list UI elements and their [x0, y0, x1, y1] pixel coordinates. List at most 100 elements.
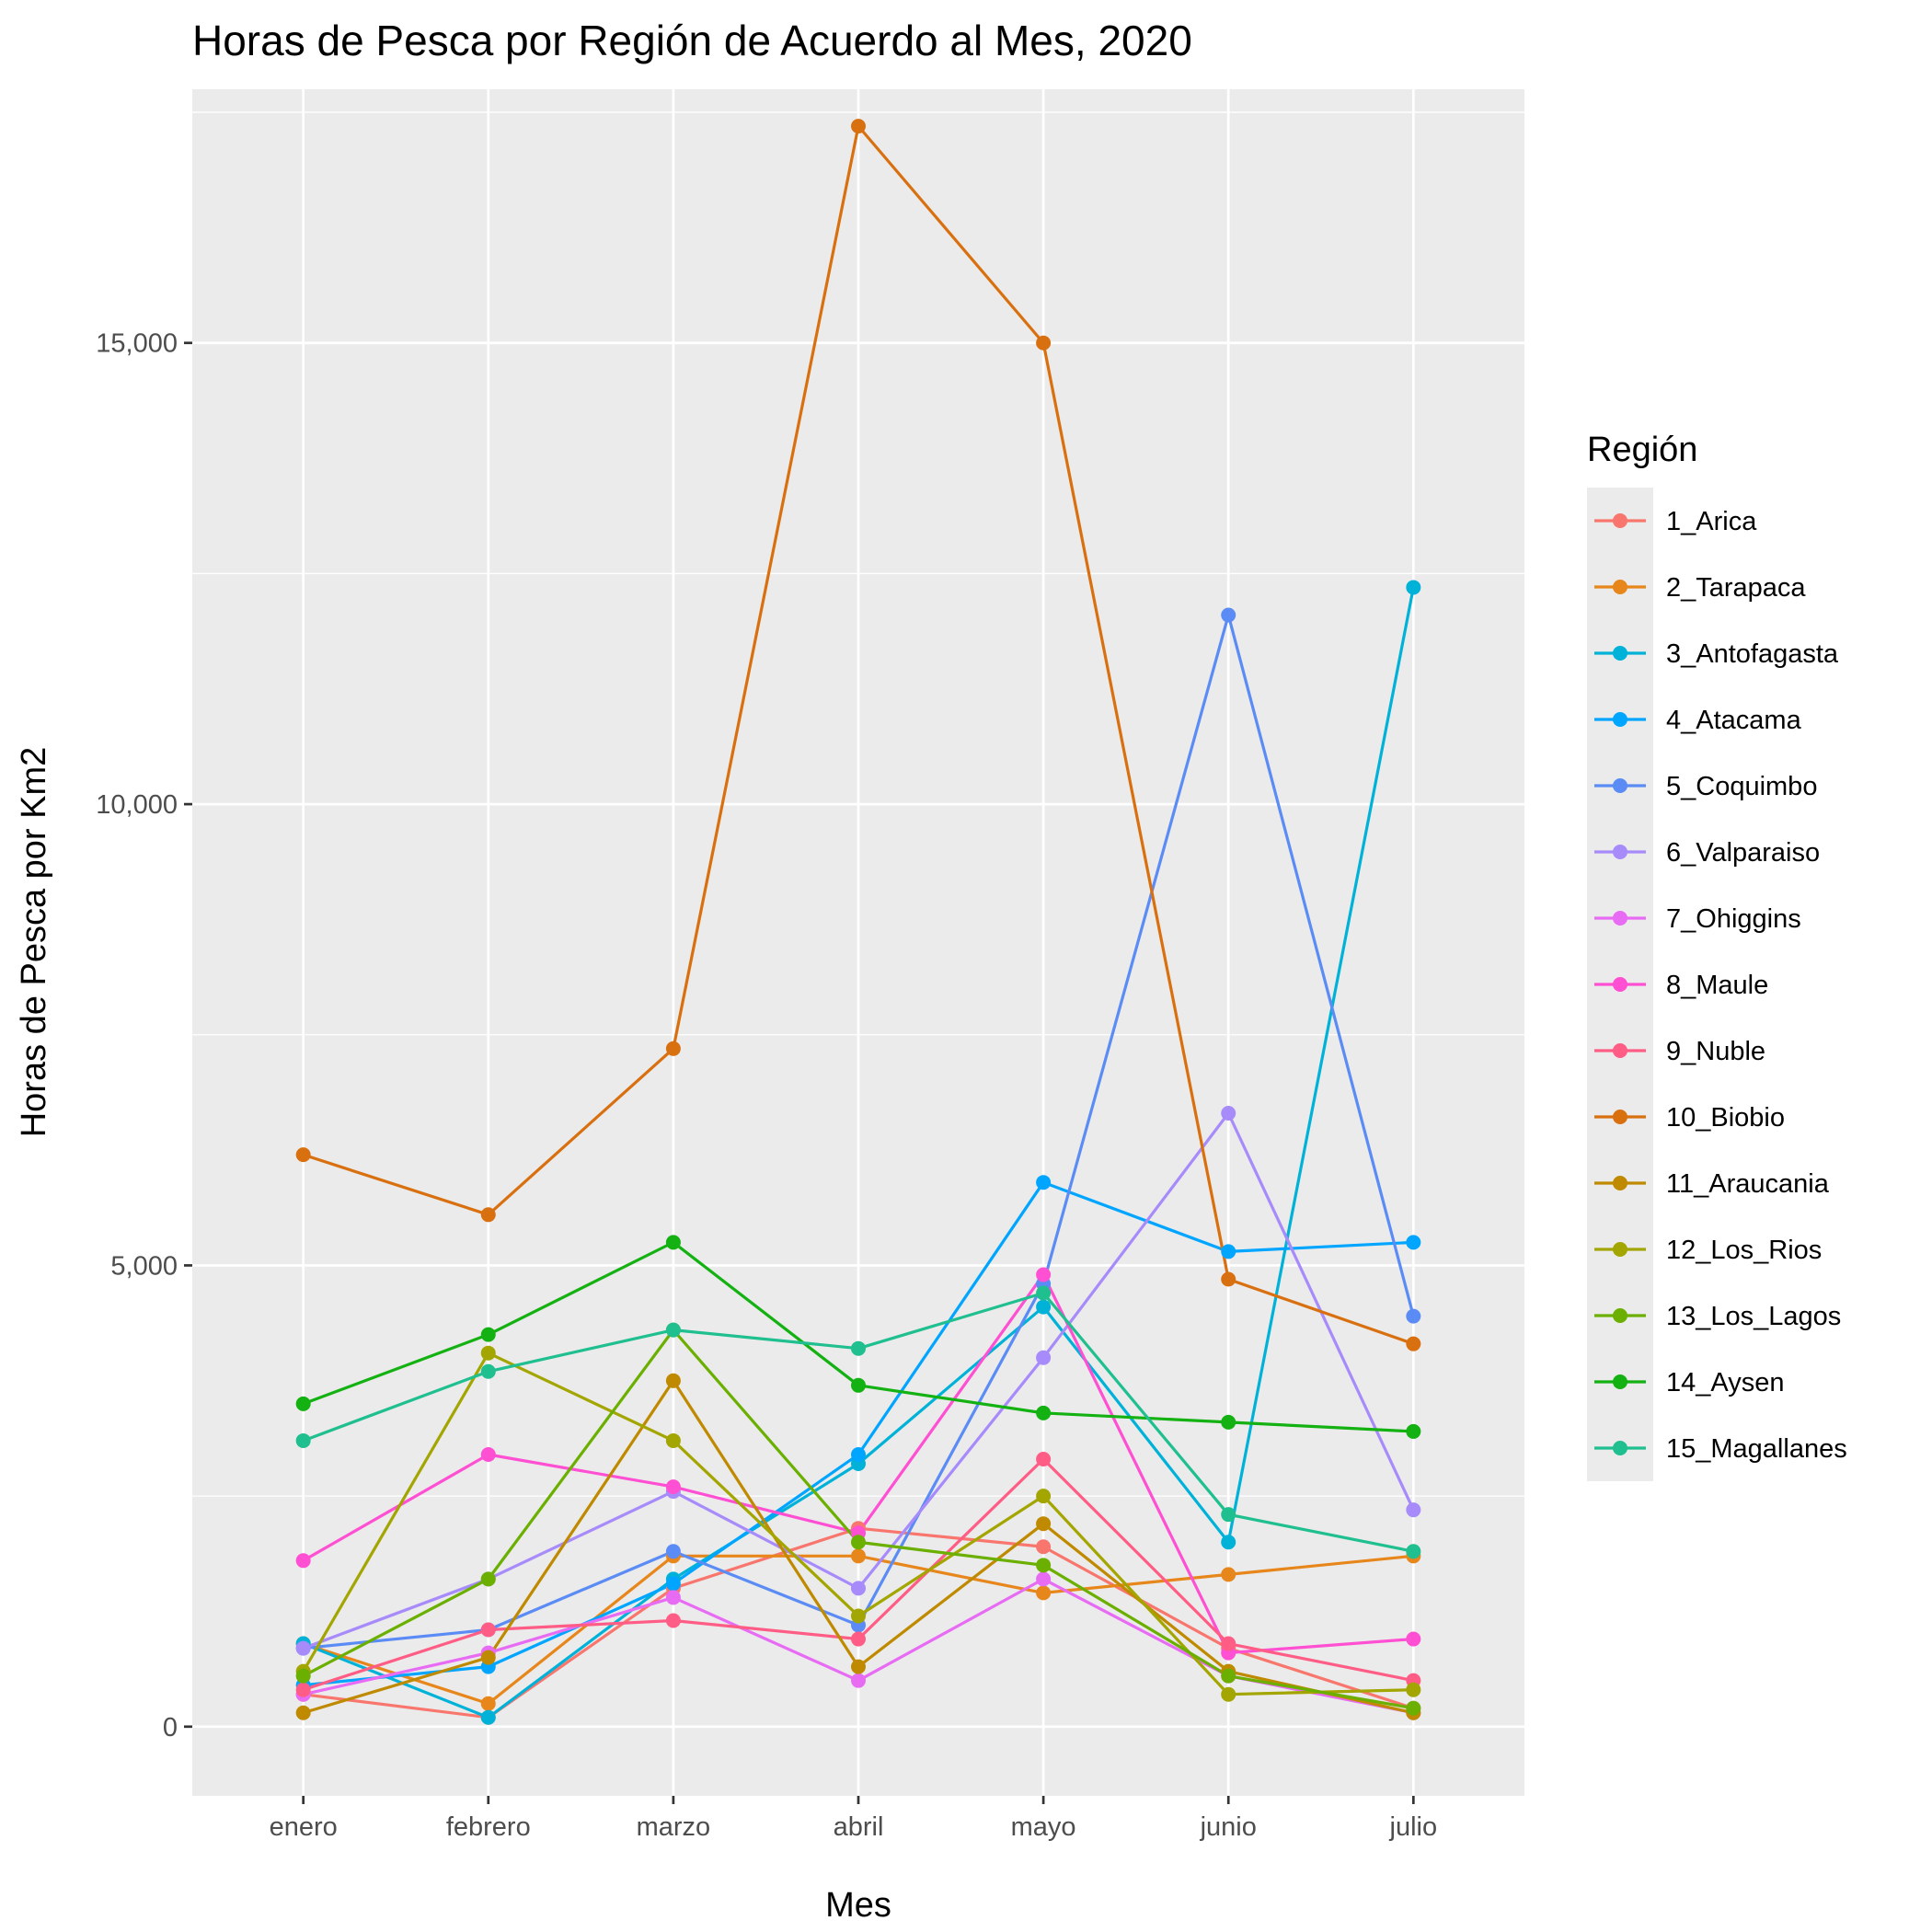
data-point-3_Antofagasta: [1036, 1299, 1052, 1315]
data-point-15_Magallanes: [295, 1432, 311, 1448]
legend-key-point: [1613, 1176, 1627, 1190]
x-axis-title: Mes: [825, 1886, 891, 1925]
chart-title: Horas de Pesca por Región de Acuerdo al …: [192, 17, 1192, 64]
legend-title: Región: [1587, 431, 1697, 469]
legend-key-point: [1613, 1043, 1627, 1058]
data-point-4_Atacama: [1036, 1175, 1052, 1190]
data-point-13_Los_Lagos: [1221, 1668, 1236, 1684]
x-tick-label: abril: [834, 1812, 884, 1842]
legend-key-point: [1613, 1441, 1627, 1455]
legend-key-point: [1613, 580, 1627, 594]
data-point-10_Biobio: [480, 1207, 496, 1223]
legend-key-point: [1613, 646, 1627, 661]
data-point-5_Coquimbo: [665, 1544, 681, 1559]
data-point-15_Magallanes: [665, 1322, 681, 1338]
legend-key-point: [1613, 977, 1627, 992]
x-tick-label: julio: [1389, 1812, 1438, 1842]
data-point-13_Los_Lagos: [851, 1535, 866, 1550]
y-axis: 0 5,000 10,000 15,000: [96, 329, 192, 1742]
legend-key-point: [1613, 778, 1627, 793]
x-tick-label: enero: [270, 1812, 338, 1842]
legend-label: 9_Nuble: [1666, 1037, 1765, 1066]
data-point-10_Biobio: [1406, 1336, 1421, 1351]
data-point-14_Aysen: [665, 1235, 681, 1250]
data-point-9_Nuble: [665, 1613, 681, 1628]
x-tick-label: marzo: [637, 1812, 711, 1842]
data-point-15_Magallanes: [1221, 1507, 1236, 1523]
data-point-12_Los_Rios: [665, 1432, 681, 1448]
data-point-6_Valparaiso: [1221, 1106, 1236, 1121]
data-point-11_Araucania: [1036, 1516, 1052, 1532]
data-point-4_Atacama: [851, 1447, 866, 1462]
x-tick-label: junio: [1200, 1812, 1257, 1842]
data-point-6_Valparaiso: [1406, 1502, 1421, 1518]
y-tick-label: 10,000: [96, 790, 178, 820]
data-point-5_Coquimbo: [1221, 607, 1236, 623]
legend-label: 12_Los_Rios: [1666, 1236, 1822, 1265]
data-point-5_Coquimbo: [1406, 1308, 1421, 1324]
x-tick-label: febrero: [446, 1812, 531, 1842]
legend-label: 13_Los_Lagos: [1666, 1302, 1841, 1331]
legend-key-point: [1613, 712, 1627, 727]
data-point-15_Magallanes: [1406, 1544, 1421, 1559]
legend-label: 4_Atacama: [1666, 706, 1802, 735]
data-point-9_Nuble: [295, 1682, 311, 1697]
legend-key-point: [1613, 911, 1627, 926]
data-point-14_Aysen: [1036, 1405, 1052, 1420]
legend: Región 1_Arica 2_Tarapaca 3_Antofagasta 4_A…: [1587, 431, 1847, 1481]
data-point-9_Nuble: [1221, 1636, 1236, 1651]
legend-label: 14_Aysen: [1666, 1368, 1784, 1397]
data-point-3_Antofagasta: [1406, 580, 1421, 595]
data-point-10_Biobio: [295, 1147, 311, 1163]
legend-key-point: [1613, 1308, 1627, 1323]
data-point-11_Araucania: [851, 1659, 866, 1674]
legend-label: 3_Antofagasta: [1666, 639, 1839, 669]
legend-label: 10_Biobio: [1666, 1103, 1785, 1133]
data-point-6_Valparaiso: [295, 1640, 311, 1656]
major-gridlines: [192, 89, 1524, 1796]
legend-key-point: [1613, 1374, 1627, 1389]
data-point-2_Tarapaca: [480, 1696, 496, 1711]
data-point-4_Atacama: [1221, 1244, 1236, 1259]
data-point-9_Nuble: [1036, 1452, 1052, 1467]
data-point-12_Los_Rios: [1406, 1682, 1421, 1697]
data-point-8_Maule: [1406, 1631, 1421, 1647]
data-point-2_Tarapaca: [851, 1548, 866, 1564]
data-point-8_Maule: [665, 1479, 681, 1495]
data-point-3_Antofagasta: [480, 1709, 496, 1725]
y-axis-title: Horas de Pesca por Km2: [15, 747, 53, 1138]
data-point-10_Biobio: [851, 119, 866, 134]
legend-label: 7_Ohiggins: [1666, 904, 1801, 934]
legend-label: 6_Valparaiso: [1666, 838, 1820, 868]
legend-label: 15_Magallanes: [1666, 1434, 1847, 1464]
data-point-2_Tarapaca: [1036, 1585, 1052, 1601]
legend-key-point: [1613, 845, 1627, 859]
data-point-14_Aysen: [295, 1396, 311, 1411]
data-point-9_Nuble: [480, 1622, 496, 1638]
data-point-13_Los_Lagos: [480, 1571, 496, 1587]
data-point-14_Aysen: [1221, 1414, 1236, 1430]
data-point-8_Maule: [1036, 1267, 1052, 1282]
data-point-12_Los_Rios: [1036, 1489, 1052, 1504]
legend-label: 11_Araucania: [1666, 1169, 1830, 1199]
data-point-4_Atacama: [665, 1576, 681, 1592]
data-point-12_Los_Rios: [1221, 1686, 1236, 1702]
data-point-10_Biobio: [1221, 1271, 1236, 1287]
data-point-13_Los_Lagos: [1036, 1558, 1052, 1573]
legend-label: 5_Coquimbo: [1666, 772, 1817, 801]
data-point-13_Los_Lagos: [295, 1668, 311, 1684]
legend-items: 1_Arica 2_Tarapaca 3_Antofagasta 4_Atacama 5…: [1594, 507, 1847, 1464]
data-point-14_Aysen: [851, 1377, 866, 1393]
data-point-14_Aysen: [1406, 1423, 1421, 1439]
series-points: [295, 119, 1421, 1725]
data-point-8_Maule: [480, 1447, 496, 1462]
data-point-12_Los_Rios: [480, 1345, 496, 1361]
data-point-3_Antofagasta: [1221, 1535, 1236, 1550]
data-point-11_Araucania: [295, 1705, 311, 1720]
data-point-6_Valparaiso: [851, 1581, 866, 1596]
data-point-15_Magallanes: [480, 1363, 496, 1379]
x-axis: enero febrero marzo abril mayo junio julio: [270, 1796, 1438, 1842]
legend-key-point: [1613, 1242, 1627, 1257]
